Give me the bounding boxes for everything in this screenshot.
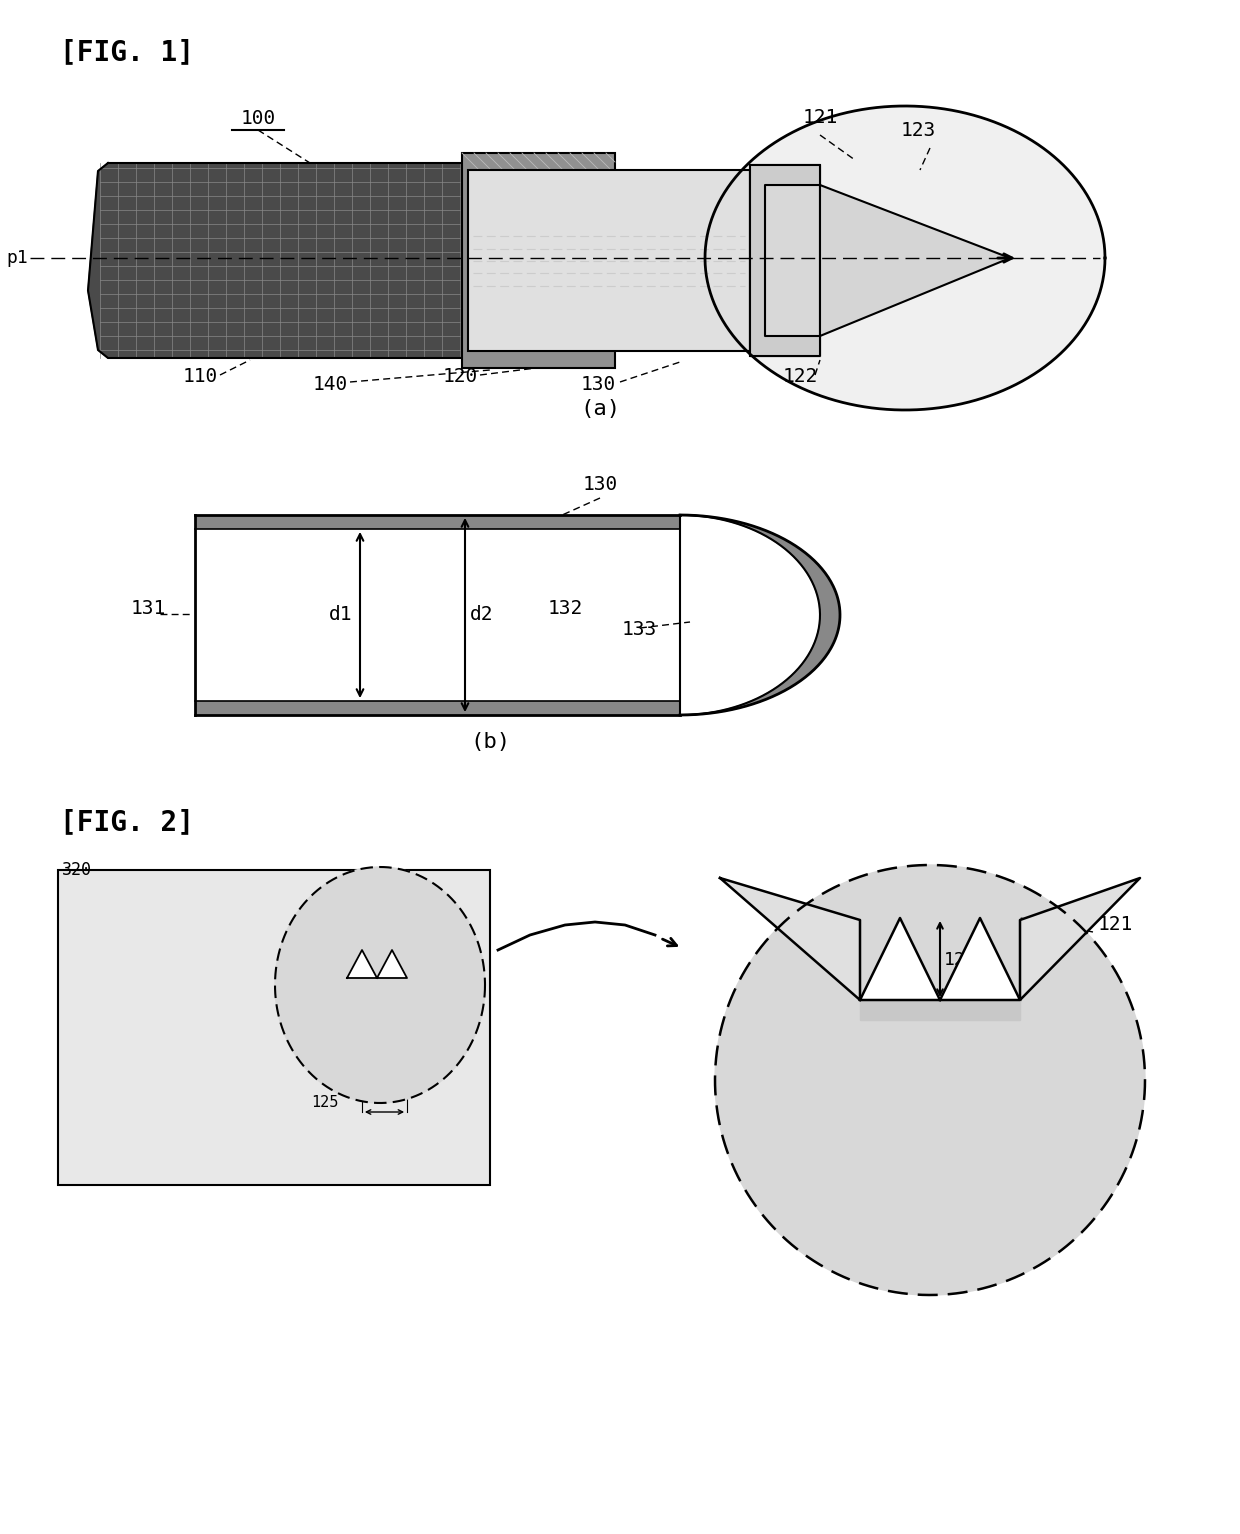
Text: 121: 121 <box>802 107 838 127</box>
Polygon shape <box>275 867 485 1103</box>
Text: 120: 120 <box>443 367 477 387</box>
Text: 122: 122 <box>346 1052 373 1068</box>
Text: 133: 133 <box>622 620 657 640</box>
Text: 121: 121 <box>1097 916 1133 934</box>
Text: 132: 132 <box>548 598 583 618</box>
Text: 100: 100 <box>241 109 275 127</box>
Polygon shape <box>1021 877 1140 1000</box>
Polygon shape <box>680 515 839 715</box>
Polygon shape <box>861 917 940 1000</box>
Polygon shape <box>377 950 407 979</box>
Bar <box>467 170 750 351</box>
Polygon shape <box>720 877 861 1000</box>
Text: p1: p1 <box>6 249 29 267</box>
Polygon shape <box>706 106 1105 410</box>
Polygon shape <box>861 1000 1021 1020</box>
Bar <box>195 701 680 715</box>
Text: 320: 320 <box>62 861 92 879</box>
Polygon shape <box>715 865 1145 1295</box>
Text: 321: 321 <box>348 928 376 943</box>
Text: 123: 123 <box>401 1069 428 1085</box>
Text: 140: 140 <box>312 374 347 394</box>
Text: d2: d2 <box>470 606 494 624</box>
Text: (b): (b) <box>470 732 510 752</box>
Text: 123: 123 <box>900 121 936 140</box>
Text: (a): (a) <box>580 399 620 419</box>
Polygon shape <box>940 917 1021 1000</box>
Text: d1: d1 <box>329 606 352 624</box>
Text: 130: 130 <box>583 476 618 494</box>
Text: 122: 122 <box>782 367 817 387</box>
Text: 121a: 121a <box>944 951 987 969</box>
Bar <box>463 153 615 368</box>
Bar <box>750 166 820 356</box>
Text: 130: 130 <box>580 374 615 394</box>
Text: 131: 131 <box>130 598 166 618</box>
Polygon shape <box>88 163 467 357</box>
Polygon shape <box>347 950 377 979</box>
Text: 125: 125 <box>311 1095 339 1111</box>
Text: [FIG. 1]: [FIG. 1] <box>60 38 193 66</box>
Polygon shape <box>820 186 1011 336</box>
Bar <box>195 515 680 715</box>
Text: 110: 110 <box>182 367 218 387</box>
Bar <box>195 515 680 529</box>
Bar <box>58 870 490 1184</box>
Text: [FIG. 2]: [FIG. 2] <box>60 808 193 836</box>
Polygon shape <box>750 166 820 356</box>
